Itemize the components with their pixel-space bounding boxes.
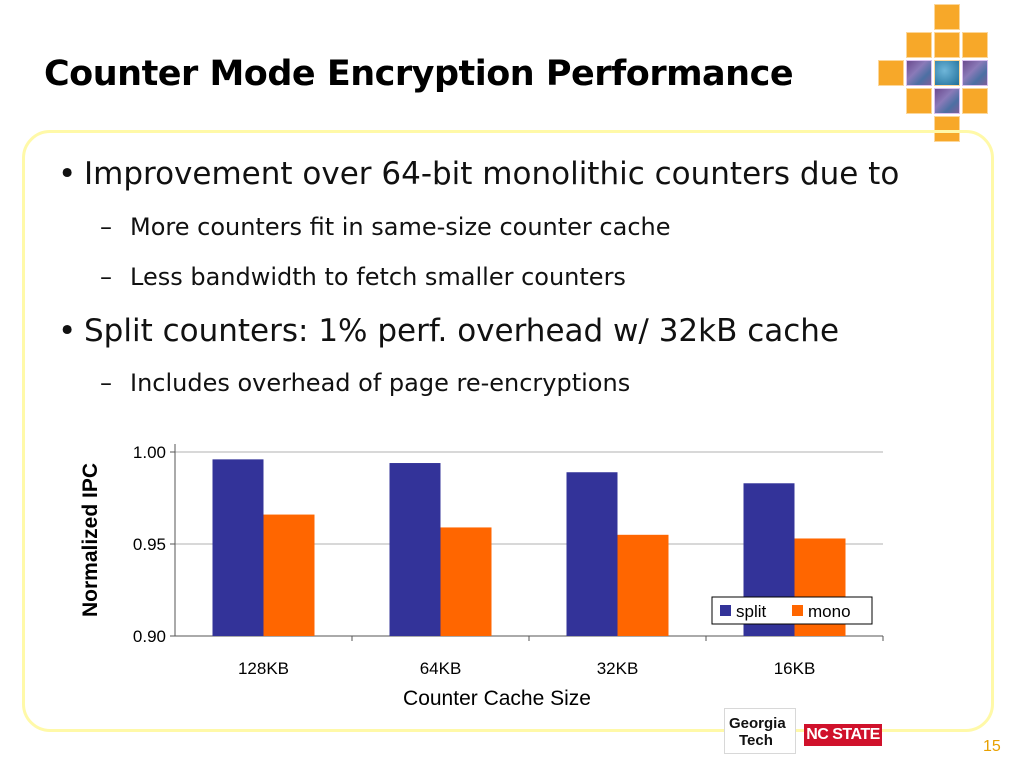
y-axis-label: Normalized IPC [79,463,102,617]
page-number: 15 [983,738,1001,755]
logo-square [962,88,988,114]
sub-bullet-text: Includes overhead of page re-encryptions [130,369,631,397]
georgia-tech-logo-line: Georgia [729,715,786,732]
logo-square [934,32,960,58]
logo-square [878,60,904,86]
legend-label-split: split [736,602,767,621]
georgia-tech-logo: Georgia Tech [724,708,796,754]
legend-label-mono: mono [808,602,851,621]
sub-bullet-text: Less bandwidth to fetch smaller counters [130,263,626,291]
content-frame [22,130,994,732]
legend-swatch-mono [792,605,803,616]
bullet-text: Split counters: 1% perf. overhead w/ 32k… [84,313,840,349]
slide-corner-logo [0,0,1024,160]
bullet-marker: • [58,156,77,192]
logo-square [934,4,960,30]
slide-title: Counter Mode Encryption Performance [44,54,794,94]
bar-mono [440,527,492,636]
sub-bullet-text: More counters fit in same-size counter c… [130,213,671,241]
x-axis-label: Counter Cache Size [403,687,591,710]
sub-bullet-marker: – [100,369,112,397]
x-tick-label: 16KB [774,659,816,678]
y-tick-label: 0.95 [133,535,166,554]
logo-square [934,116,960,142]
logo-chip-square [962,60,988,86]
x-tick-label: 128KB [238,659,289,678]
bar-split [389,463,441,636]
logo-chip-square [934,88,960,114]
bullet-text: Improvement over 64-bit monolithic count… [84,156,900,192]
logo-center-square [934,60,960,86]
logo-square [962,32,988,58]
x-tick-label: 32KB [597,659,639,678]
sub-bullet-marker: – [100,213,112,241]
legend-swatch-split [720,605,731,616]
georgia-tech-logo-line: Tech [739,732,773,749]
bar-mono [263,514,315,636]
bar-split [566,472,618,636]
logo-square [906,32,932,58]
logo-chip-square [906,60,932,86]
sub-bullet-marker: – [100,263,112,291]
y-tick-label: 1.00 [133,443,166,462]
bullet-marker: • [58,313,77,349]
y-tick-label: 0.90 [133,627,166,646]
bar-mono [617,534,669,636]
nc-state-logo-text: NC STATE [806,726,880,743]
nc-state-logo: NC STATE [804,724,882,746]
logo-square [906,88,932,114]
bar-split [212,459,264,636]
x-tick-label: 64KB [420,659,462,678]
